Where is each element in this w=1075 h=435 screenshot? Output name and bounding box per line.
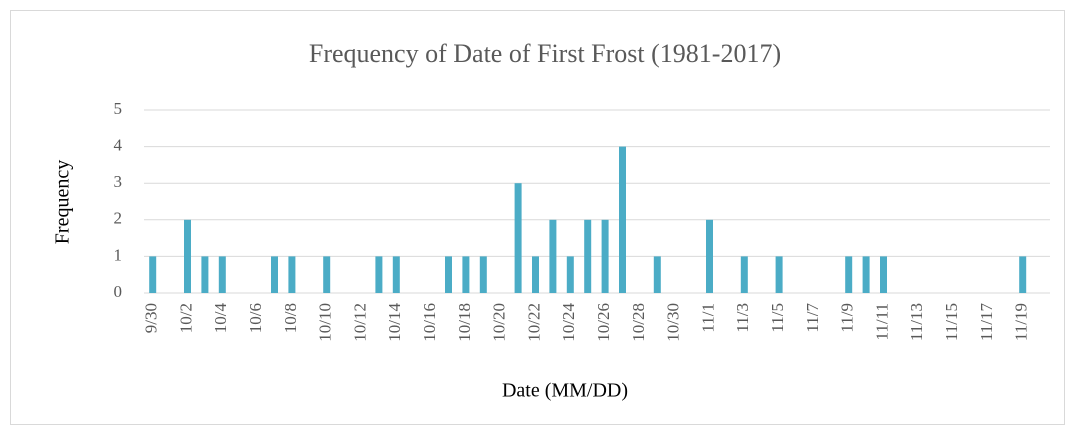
y-axis-title: Frequency xyxy=(52,160,74,244)
bar xyxy=(323,256,331,293)
bar xyxy=(218,256,226,293)
bar xyxy=(445,256,452,293)
x-axis-title: Date (MM/DD) xyxy=(502,380,628,402)
bar xyxy=(601,219,609,293)
y-tick-label: 2 xyxy=(114,209,123,228)
bar xyxy=(288,256,296,293)
bar xyxy=(566,256,574,293)
x-tick-label: 10/18 xyxy=(455,303,474,342)
bar xyxy=(532,256,539,293)
x-tick-label: 11/11 xyxy=(872,303,891,340)
x-tick-label: 10/12 xyxy=(350,303,369,342)
bar xyxy=(584,219,592,293)
x-tick-label: 11/5 xyxy=(768,303,787,333)
x-tick-label: 10/6 xyxy=(246,303,265,333)
bar xyxy=(706,219,713,293)
x-tick-label: 10/28 xyxy=(629,303,648,342)
bar xyxy=(375,256,383,293)
x-tick-label: 10/30 xyxy=(664,303,683,342)
x-tick-label: 10/20 xyxy=(490,303,509,342)
x-tick-label: 10/26 xyxy=(594,303,613,342)
x-tick-label: 10/22 xyxy=(524,303,543,342)
x-tick-label: 10/24 xyxy=(559,303,578,342)
chart-frame xyxy=(10,10,1065,425)
y-tick-label: 5 xyxy=(114,99,123,118)
bar xyxy=(880,256,887,293)
x-tick-label: 11/15 xyxy=(942,303,961,341)
bar xyxy=(740,256,748,293)
bar xyxy=(392,256,400,293)
x-tick-label: 10/16 xyxy=(420,303,439,342)
x-tick-label: 10/8 xyxy=(281,303,300,333)
x-tick-label: 10/4 xyxy=(211,303,230,334)
bar xyxy=(775,256,783,293)
x-tick-label: 11/17 xyxy=(977,303,996,342)
bar xyxy=(271,256,278,293)
bar xyxy=(149,256,157,293)
bar xyxy=(845,256,853,293)
chart-title: Frequency of Date of First Frost (1981-2… xyxy=(309,39,781,68)
bar xyxy=(514,183,522,293)
bar xyxy=(201,256,209,293)
bar xyxy=(462,256,470,293)
x-tick-label: 10/10 xyxy=(316,303,335,342)
bar xyxy=(549,219,557,293)
y-tick-label: 1 xyxy=(114,245,123,264)
bar xyxy=(619,146,626,293)
x-tick-label: 11/3 xyxy=(733,303,752,333)
x-tick-label: 11/7 xyxy=(803,303,822,333)
y-tick-label: 4 xyxy=(114,136,123,155)
x-tick-label: 9/30 xyxy=(142,303,161,333)
x-tick-label: 10/2 xyxy=(176,303,195,333)
x-tick-label: 11/9 xyxy=(838,303,857,333)
x-tick-label: 11/1 xyxy=(698,303,717,333)
x-tick-label: 10/14 xyxy=(385,303,404,342)
x-tick-label: 11/13 xyxy=(907,303,926,341)
bar xyxy=(479,256,487,293)
bar xyxy=(1019,256,1027,293)
bar xyxy=(653,256,661,293)
bar xyxy=(184,219,191,293)
y-tick-label: 0 xyxy=(114,282,123,301)
y-tick-label: 3 xyxy=(114,172,123,191)
bar xyxy=(862,256,870,293)
x-tick-label: 11/19 xyxy=(1012,303,1031,341)
